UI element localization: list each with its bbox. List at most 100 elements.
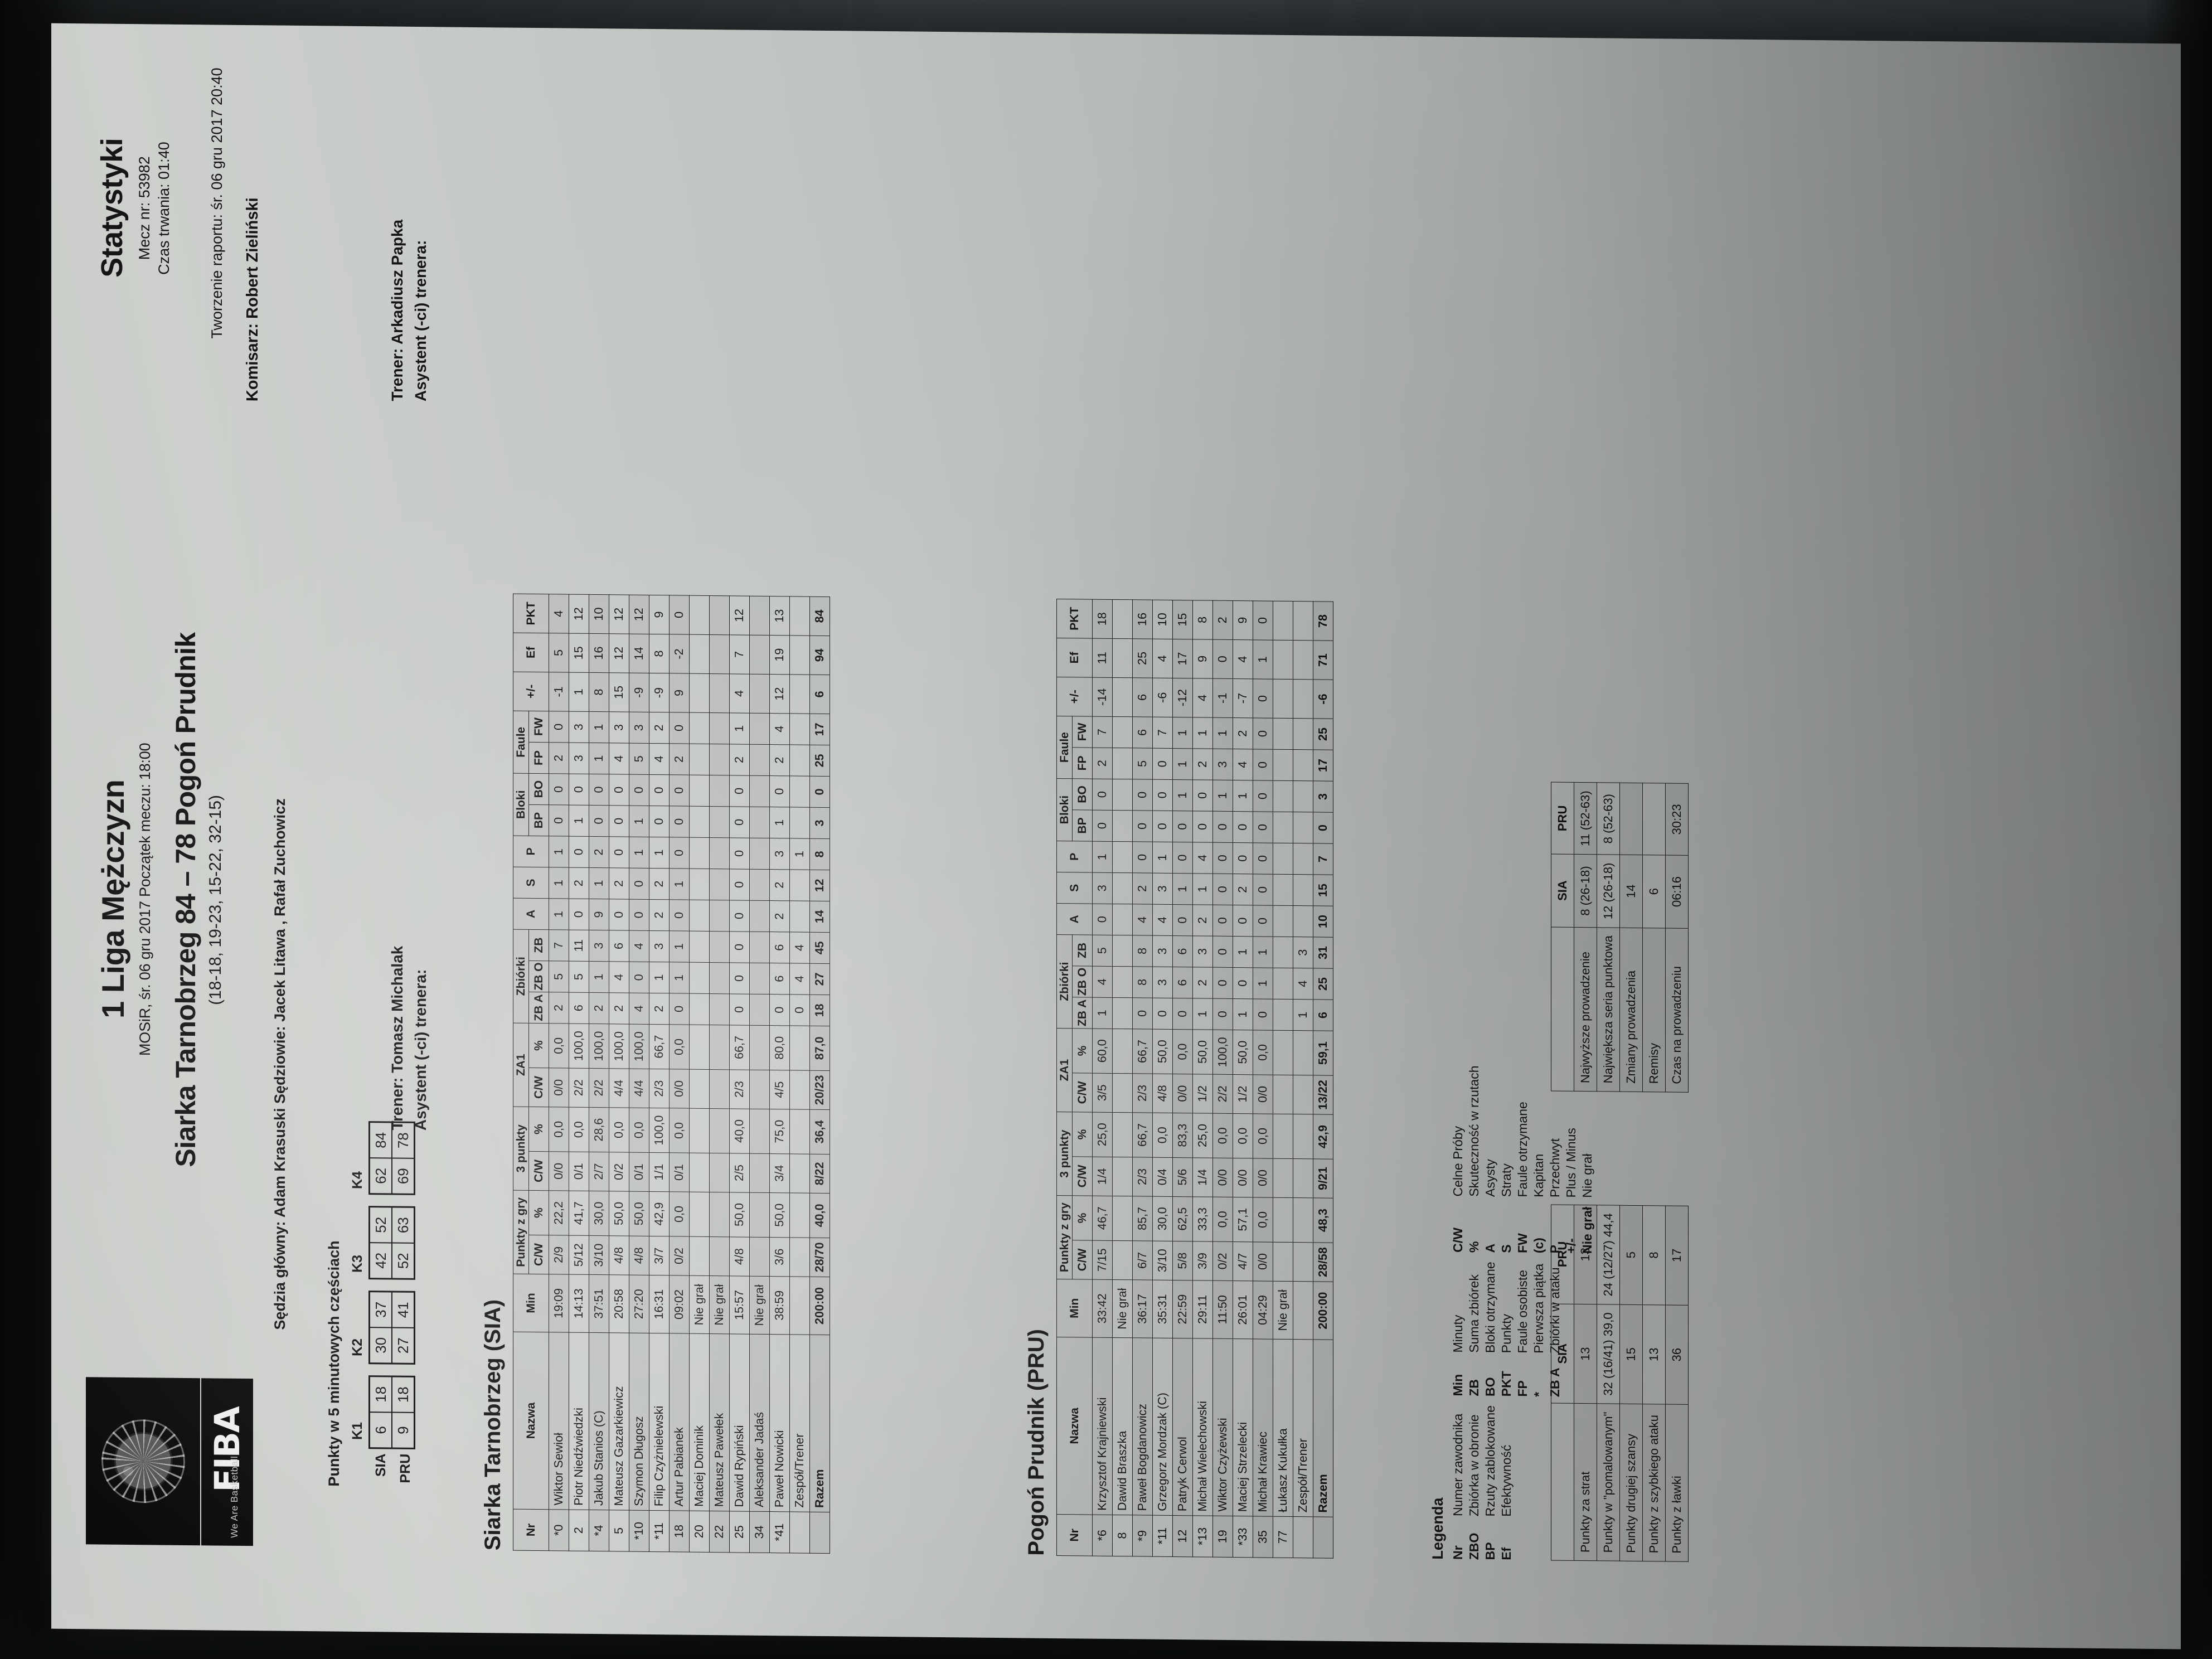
totals-row: Razem 200:00 28/58 48,3 9/21 42,9 13/22 59,1 6 25… — [1313, 601, 1333, 1559]
stat-pkt: 4 — [549, 594, 569, 634]
summary-row: Punkty z szybkiego ataku 13 8 — [1642, 1205, 1666, 1561]
stat-zba: 2 — [649, 993, 670, 1025]
col-3p-cw: C/W — [1072, 1156, 1093, 1196]
stat-a: 0 — [1233, 905, 1253, 937]
stat-fp: 1 — [1172, 748, 1193, 780]
table-row: 22 Mateusz Pawełek Nie grał — [709, 595, 730, 1553]
stat-pm: -6 — [1152, 678, 1173, 717]
stat-zba: 1 — [1192, 998, 1213, 1030]
assistant-label-sia: Asystent (-ci) trenera: — [412, 240, 429, 402]
col-assists: A — [1056, 903, 1093, 935]
teamrow-min — [789, 1276, 810, 1335]
summary-value-sia: 8 (26-18) — [1574, 854, 1597, 928]
stat-zba: 6 — [569, 992, 589, 1024]
stat-p — [689, 837, 710, 869]
table-row: *10 Szymon Długosz 27:20 4/8 50,0 0/1 0,0 4/4 10… — [629, 595, 649, 1552]
summary-col-1: SIA — [1551, 1303, 1574, 1404]
stat-fgp — [1273, 1197, 1293, 1243]
stat-p3 — [689, 1153, 710, 1192]
commissioner-line: Komisarz: Robert Zieliński — [244, 197, 261, 402]
totals-p: 7 — [1313, 843, 1333, 875]
stat-a: 0 — [1253, 905, 1273, 937]
legend-value — [1515, 1396, 1531, 1517]
quarter-scores-caption: Punkty w 5 minutowych częściach — [326, 1240, 342, 1487]
stat-bo: 0 — [569, 774, 589, 806]
stat-fp: 4 — [649, 743, 670, 775]
totals-p: 8 — [809, 838, 830, 870]
paper-sheet: FIBA We Are Basketball 1 Liga Mężczyzn M… — [51, 23, 2181, 1650]
stat-bp: 1 — [569, 805, 589, 837]
stat-fg — [1112, 1240, 1133, 1280]
summary-label: Punkty z szybkiego ataku — [1642, 1404, 1666, 1561]
stat-pkt: 8 — [1192, 600, 1213, 640]
stat-zba — [709, 993, 730, 1025]
stat-p3p: 0,0 — [1212, 1113, 1233, 1158]
stat-a: 4 — [1132, 904, 1153, 936]
player-number: 35 — [1253, 1516, 1273, 1558]
totals-fgp: 48,3 — [1313, 1197, 1333, 1243]
colgrp-blocks: Bloki — [1056, 778, 1073, 841]
legend-value: Punkty — [1499, 1313, 1514, 1354]
stat-a: 0 — [1212, 905, 1233, 937]
stat-ftp: 0,0 — [549, 1023, 569, 1069]
summary-row: Punkty w "pomalowanym" 32 (16/41) 39,0 24 … — [1597, 1205, 1620, 1561]
player-name: Paweł Nowicki — [769, 1334, 790, 1512]
stat-zba: 1 — [1092, 997, 1113, 1029]
stat-p3p — [689, 1108, 710, 1153]
stat-pkt: 9 — [1233, 600, 1253, 640]
stat-fgp: 41,7 — [569, 1191, 589, 1236]
stat-zba — [1112, 997, 1133, 1029]
stat-bo — [1112, 779, 1133, 811]
legend-value: Skuteczność w rzutach — [1467, 1065, 1481, 1197]
stat-pm — [689, 673, 710, 713]
player-minutes: Nie grał — [689, 1275, 710, 1334]
stat-ftp — [689, 1025, 710, 1070]
stat-s: 1 — [669, 868, 690, 900]
fiba-wordmark-text: FIBA — [207, 1406, 248, 1493]
stat-zb: 11 — [569, 930, 589, 962]
stat-a: 9 — [589, 899, 609, 930]
summary-value-sia: 12 (26-18) — [1597, 854, 1620, 928]
stat-ftp: 100,0 — [589, 1023, 609, 1069]
col-fg-pct: % — [1072, 1195, 1093, 1241]
stat-fw — [709, 712, 730, 744]
stat-zba: 0 — [669, 993, 690, 1025]
colgrp-fieldgoals: Punkty z gry — [513, 1190, 529, 1274]
stat-ftp — [1112, 1029, 1133, 1074]
venue-line: MOSiR, śr. 06 gru 2017 Początek meczu: 1… — [137, 743, 153, 1056]
stat-pm — [1112, 677, 1133, 717]
colgrp-freethrows: ZA1 — [1056, 1028, 1073, 1112]
player-minutes: 27:20 — [629, 1275, 649, 1333]
player-name: Paweł Bogdanowicz — [1132, 1337, 1153, 1516]
stat-p: 0 — [669, 837, 690, 869]
totals-pm: -6 — [1313, 679, 1333, 719]
totals-nr — [809, 1512, 830, 1554]
stat-a: 1 — [549, 898, 569, 930]
stat-fp: 2 — [549, 742, 569, 774]
player-number: *10 — [629, 1510, 649, 1552]
player-number: 22 — [709, 1511, 730, 1553]
totals-fgp: 40,0 — [809, 1193, 830, 1238]
summary-label: Czas na prowadzeniu — [1665, 928, 1689, 1093]
col-bo: BO — [1072, 778, 1093, 811]
stat-fgp — [1112, 1196, 1133, 1241]
stat-ft: 4/8 — [1152, 1074, 1173, 1113]
col-efficiency: Ef — [1056, 638, 1093, 678]
referees-line: Sędzia główny: Adam Krasuski Sędziowie: … — [271, 798, 288, 1330]
legend-row: ZBO Zbiórka w obronie ZB Suma zbiórek% Skute… — [1466, 1056, 1482, 1560]
stat-ef: 16 — [589, 633, 609, 673]
stat-zba: 0 — [1132, 997, 1153, 1030]
stat-bp: 0 — [589, 805, 609, 837]
stat-fp — [1273, 749, 1293, 781]
stat-s: 3 — [1152, 873, 1173, 905]
totals-ef: 94 — [809, 636, 830, 675]
stat-s: 0 — [1253, 874, 1273, 906]
totals-label: Razem — [809, 1335, 830, 1512]
stat-fp: 0 — [1253, 749, 1273, 781]
stat-s — [1273, 874, 1293, 906]
stat-fw: 2 — [649, 712, 670, 744]
stat-bo: 0 — [649, 774, 670, 806]
stat-fg: 0/2 — [669, 1236, 690, 1276]
summary-value-pru: 5 — [1619, 1205, 1643, 1305]
stat-zb: 3 — [649, 930, 670, 962]
